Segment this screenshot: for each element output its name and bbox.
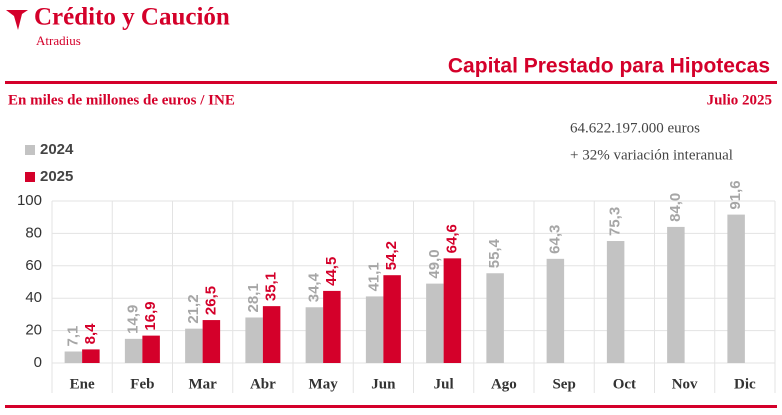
bar xyxy=(727,214,745,363)
annotation: 64.622.197.000 euros xyxy=(570,120,700,136)
x-tick-label: Sep xyxy=(552,376,575,392)
value-label: 91,6 xyxy=(727,180,744,209)
bar xyxy=(124,338,143,363)
value-label: 28,1 xyxy=(245,283,262,312)
x-tick-label: Ago xyxy=(491,376,517,392)
legend-label: 2024 xyxy=(40,141,74,158)
y-tick-label: 40 xyxy=(25,289,42,306)
value-label: 35,1 xyxy=(263,272,280,301)
x-tick-label: May xyxy=(309,376,339,392)
bar xyxy=(245,317,263,363)
footer-rule xyxy=(5,405,777,408)
value-label: 64,3 xyxy=(546,225,563,254)
bar xyxy=(262,306,281,363)
y-tick-label: 20 xyxy=(25,322,42,339)
y-tick-label: 100 xyxy=(17,192,42,209)
x-tick-label: Ene xyxy=(70,376,95,392)
x-tick-label: Dic xyxy=(734,376,756,392)
bar xyxy=(443,258,462,363)
x-tick-label: Nov xyxy=(672,376,698,392)
chart-subtitle: En miles de millones de euros / INE xyxy=(8,92,235,108)
bar xyxy=(185,328,203,363)
annotation: + 32% variación interanual xyxy=(570,147,733,163)
value-label: 64,6 xyxy=(443,224,460,253)
value-label: 75,3 xyxy=(607,207,624,236)
legend-swatch xyxy=(25,172,35,182)
y-tick-label: 0 xyxy=(34,354,42,371)
y-tick-label: 80 xyxy=(25,224,42,241)
bar xyxy=(486,273,504,363)
legend-label: 2025 xyxy=(40,168,73,185)
value-label: 14,9 xyxy=(125,305,142,334)
bar xyxy=(64,351,83,363)
brand-sub: Atradius xyxy=(36,33,81,48)
x-tick-label: Jun xyxy=(371,376,396,392)
bar xyxy=(546,258,565,363)
x-tick-label: Jul xyxy=(434,376,454,392)
x-tick-label: Feb xyxy=(130,376,154,392)
header-rule xyxy=(5,81,777,84)
chart-title: Capital Prestado para Hipotecas xyxy=(448,55,770,78)
value-label: 55,4 xyxy=(486,238,503,268)
x-tick-label: Mar xyxy=(188,376,217,392)
value-label: 21,2 xyxy=(185,294,202,323)
bar xyxy=(426,283,444,363)
bar xyxy=(383,275,401,363)
value-label: 8,4 xyxy=(82,323,99,345)
value-label: 16,9 xyxy=(142,301,159,330)
x-tick-label: Oct xyxy=(613,376,636,392)
bar xyxy=(82,349,100,363)
legend-swatch xyxy=(25,145,35,155)
brand: Crédito y Caución xyxy=(34,4,230,31)
bar xyxy=(202,320,221,363)
chart-date: Julio 2025 xyxy=(707,92,772,108)
value-label: 44,5 xyxy=(323,257,340,286)
bar xyxy=(305,307,324,363)
y-tick-label: 60 xyxy=(25,257,42,274)
bar xyxy=(606,241,625,363)
value-label: 49,0 xyxy=(426,249,443,278)
bar xyxy=(667,226,685,363)
value-label: 54,2 xyxy=(383,241,400,270)
x-tick-label: Abr xyxy=(250,376,276,392)
bar xyxy=(365,296,384,363)
logo-icon xyxy=(6,10,28,30)
bar xyxy=(323,290,341,363)
value-label: 7,1 xyxy=(64,326,81,347)
value-label: 34,4 xyxy=(305,272,322,302)
bar xyxy=(142,335,160,363)
value-label: 84,0 xyxy=(667,193,684,222)
value-label: 41,1 xyxy=(366,262,383,291)
value-label: 26,5 xyxy=(202,286,219,315)
